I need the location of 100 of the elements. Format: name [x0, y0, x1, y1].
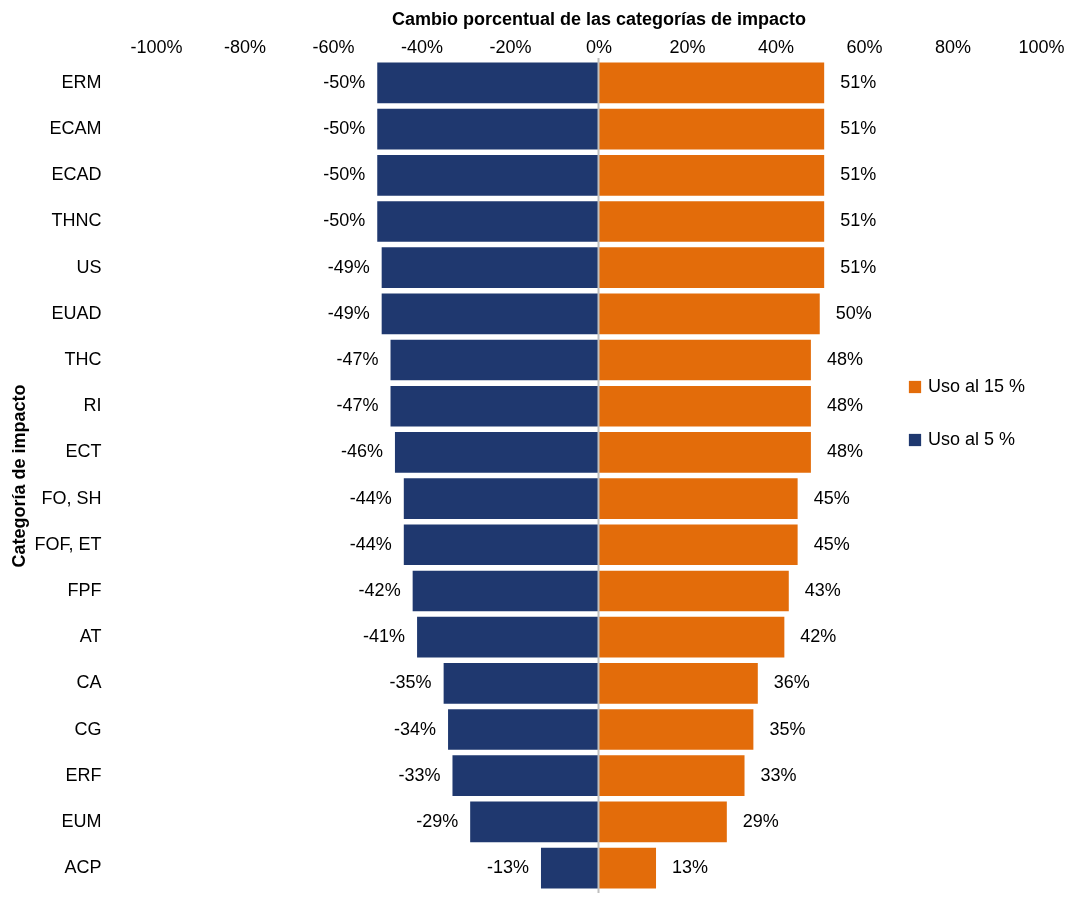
y-tick-label: AT: [79, 626, 102, 647]
bar: [598, 247, 825, 288]
y-tick-label: THNC: [51, 210, 102, 231]
data-label: 36%: [773, 672, 810, 693]
bar: [598, 154, 825, 196]
data-label: 43%: [804, 579, 841, 600]
x-tick-label: 40%: [757, 36, 795, 57]
y-tick-label: ERM: [61, 71, 102, 92]
y-tick-label: ACP: [64, 857, 102, 878]
data-label: -29%: [416, 810, 459, 831]
bar: [598, 339, 811, 381]
y-axis-title: Categoría de impacto: [8, 384, 29, 568]
bar: [598, 755, 745, 797]
bar: [417, 616, 599, 658]
legend-label: Uso al 15 %: [928, 376, 1026, 396]
bar: [598, 663, 758, 704]
data-label: -50%: [323, 210, 366, 231]
y-tick-label: US: [76, 256, 102, 277]
x-tick-label: 20%: [669, 36, 706, 57]
bar: [598, 847, 657, 889]
x-tick-label: 60%: [846, 36, 883, 57]
y-tick-label: FPF: [67, 579, 102, 600]
bar: [394, 432, 599, 473]
data-label: -42%: [358, 579, 401, 600]
data-label: 51%: [840, 118, 877, 139]
data-label: -44%: [349, 533, 392, 554]
legend-label: Uso al 5 %: [928, 429, 1016, 449]
x-tick-label: -80%: [223, 36, 267, 57]
data-label: -44%: [349, 487, 392, 508]
bar: [403, 524, 599, 566]
bar: [598, 801, 727, 843]
data-label: -34%: [394, 718, 437, 739]
bar: [448, 709, 599, 750]
data-label: -41%: [363, 626, 406, 647]
y-tick-label: EUM: [61, 810, 102, 831]
bar: [377, 201, 599, 242]
bar: [598, 524, 798, 566]
x-tick-label: -60%: [312, 36, 355, 57]
bar: [390, 385, 599, 427]
data-label: -49%: [327, 256, 370, 277]
bar: [540, 847, 599, 889]
bar: [598, 108, 825, 150]
data-label: -49%: [327, 302, 370, 323]
bar: [598, 432, 811, 473]
y-tick-label: ECAD: [51, 164, 102, 185]
x-tick-label: 80%: [934, 36, 972, 57]
y-tick-label: FO, SH: [41, 487, 102, 508]
data-label: -33%: [398, 764, 441, 785]
data-label: -47%: [336, 349, 379, 370]
y-tick-label: ERF: [65, 764, 102, 785]
bar: [377, 154, 599, 196]
bar: [412, 570, 599, 612]
bar: [598, 709, 754, 750]
x-tick-label: -20%: [489, 36, 532, 57]
data-label: 42%: [800, 626, 837, 647]
data-label: -50%: [323, 164, 366, 185]
data-label: 51%: [840, 210, 877, 231]
data-label: -50%: [323, 71, 366, 92]
y-tick-label: RI: [83, 395, 102, 416]
data-label: 51%: [840, 164, 877, 185]
data-label: -46%: [340, 441, 383, 462]
bar: [390, 339, 599, 381]
data-label: -35%: [389, 672, 432, 693]
x-tick-label: 0%: [585, 36, 613, 57]
data-label: -13%: [486, 857, 529, 878]
y-tick-label: ECT: [65, 441, 102, 462]
data-label: 48%: [826, 349, 863, 370]
x-tick-label: 100%: [1018, 36, 1065, 57]
data-label: -50%: [323, 118, 366, 139]
data-label: 48%: [826, 395, 863, 416]
data-label: -47%: [336, 395, 379, 416]
bar: [443, 663, 599, 704]
x-tick-label: -100%: [130, 36, 183, 57]
bar: [377, 62, 599, 104]
bar: [452, 755, 599, 797]
data-label: 29%: [742, 810, 779, 831]
bar: [598, 570, 789, 612]
y-tick-label: FOF, ET: [34, 533, 102, 554]
data-label: 33%: [760, 764, 797, 785]
y-tick-label: CA: [76, 672, 102, 693]
bar: [598, 385, 811, 427]
data-label: 45%: [813, 533, 850, 554]
y-tick-label: THC: [64, 349, 102, 370]
bar: [381, 293, 599, 335]
y-tick-label: CG: [74, 718, 102, 739]
x-tick-label: -40%: [400, 36, 444, 57]
bar: [377, 108, 599, 150]
data-label: 35%: [769, 718, 806, 739]
data-label: 51%: [840, 71, 877, 92]
bar: [598, 62, 825, 104]
bar: [403, 478, 599, 519]
data-label: 50%: [835, 302, 872, 323]
bar: [470, 801, 599, 843]
data-label: 13%: [672, 857, 709, 878]
y-tick-label: EUAD: [51, 302, 102, 323]
y-tick-label: ECAM: [49, 118, 102, 139]
bar: [598, 201, 825, 242]
data-label: 48%: [826, 441, 863, 462]
bar: [598, 478, 798, 519]
data-label: 51%: [840, 256, 877, 277]
